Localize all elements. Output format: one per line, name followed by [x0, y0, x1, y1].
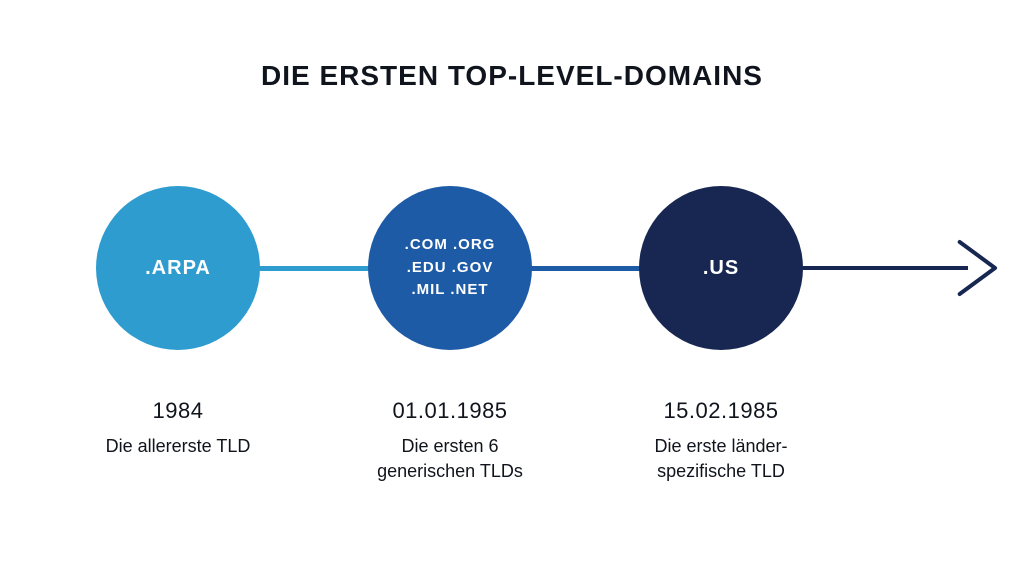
caption-desc: Die allererste TLD [63, 434, 293, 459]
arrow-right-icon [938, 237, 1000, 299]
timeline-caption-0: 1984 Die allererste TLD [63, 398, 293, 459]
caption-desc: Die erste länder-spezifische TLD [606, 434, 836, 484]
timeline-node-0: .ARPA [96, 186, 260, 350]
timeline: .ARPA .COM .ORG.EDU .GOV.MIL .NET .US 1984 D… [0, 0, 1024, 576]
node-label: .US [703, 257, 739, 280]
caption-date: 01.01.1985 [335, 398, 565, 424]
timeline-caption-2: 15.02.1985 Die erste länder-spezifische T… [606, 398, 836, 484]
timeline-caption-1: 01.01.1985 Die ersten 6generischen TLDs [335, 398, 565, 484]
connector-0 [254, 266, 374, 271]
timeline-node-2: .US [639, 186, 803, 350]
connector-1 [526, 266, 645, 271]
node-label: .ARPA [145, 257, 211, 280]
caption-date: 1984 [63, 398, 293, 424]
caption-desc: Die ersten 6generischen TLDs [335, 434, 565, 484]
node-label: .COM .ORG.EDU .GOV.MIL .NET [395, 234, 506, 302]
caption-date: 15.02.1985 [606, 398, 836, 424]
timeline-node-1: .COM .ORG.EDU .GOV.MIL .NET [368, 186, 532, 350]
